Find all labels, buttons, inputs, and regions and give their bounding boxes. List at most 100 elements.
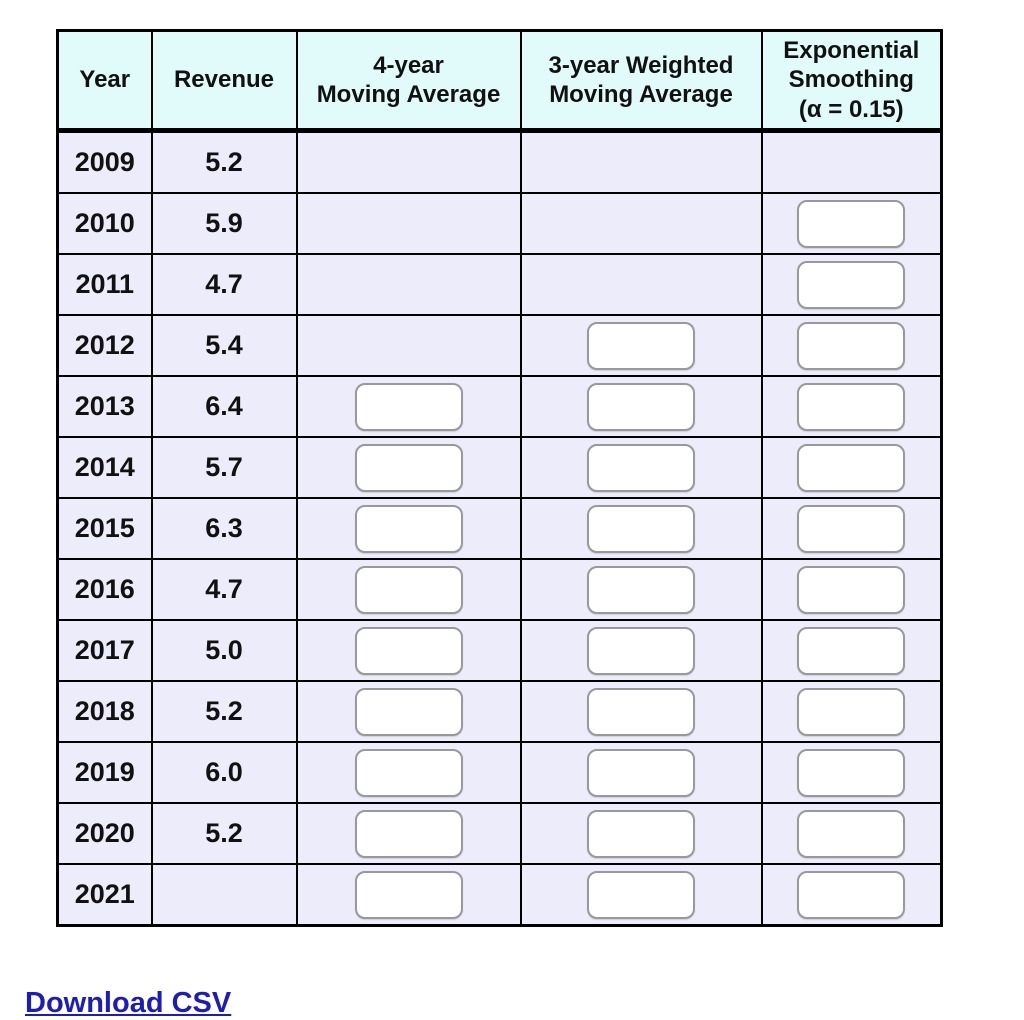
table-row: 2016 4.7: [56, 558, 943, 621]
wma3-cell: [519, 314, 763, 377]
exp-cell: [760, 802, 943, 865]
year-cell: 2017: [56, 619, 153, 682]
table-row: 2014 5.7: [56, 436, 943, 499]
exp-input-2020[interactable]: [797, 809, 906, 858]
ma4-cell: [295, 741, 522, 804]
ma4-cell: [295, 863, 522, 927]
year-cell: 2020: [56, 802, 153, 865]
ma4-cell: [295, 129, 522, 194]
col-header-3yr-weighted-moving-average: 3-year Weighted Moving Average: [519, 29, 763, 133]
wma3-cell: [519, 497, 763, 560]
table-row: 2011 4.7: [56, 253, 943, 316]
ma4-cell: [295, 314, 522, 377]
year-cell: 2016: [56, 558, 153, 621]
wma3-cell: [519, 558, 763, 621]
year-cell: 2015: [56, 497, 153, 560]
wma3-cell: [519, 253, 763, 316]
col-header-year: Year: [56, 29, 153, 133]
exp-input-2017[interactable]: [797, 626, 906, 675]
exp-input-2019[interactable]: [797, 748, 906, 797]
wma3-cell: [519, 192, 763, 255]
table-row: 2010 5.9: [56, 192, 943, 255]
exp-input-2011[interactable]: [797, 260, 906, 309]
table-row: 2020 5.2: [56, 802, 943, 865]
exp-cell: [760, 863, 943, 927]
year-cell: 2009: [56, 129, 153, 194]
ma4-input-2021[interactable]: [354, 870, 463, 919]
exp-cell: [760, 558, 943, 621]
wma3-cell: [519, 129, 763, 194]
wma3-cell: [519, 802, 763, 865]
wma3-cell: [519, 741, 763, 804]
exp-input-2010[interactable]: [797, 199, 906, 248]
wma3-input-2016[interactable]: [587, 565, 695, 614]
ma4-cell: [295, 558, 522, 621]
ma4-input-2016[interactable]: [354, 565, 463, 614]
ma4-input-2013[interactable]: [354, 382, 463, 431]
table-row: 2012 5.4: [56, 314, 943, 377]
wma3-cell: [519, 436, 763, 499]
revenue-cell: 5.4: [150, 314, 298, 377]
ma4-cell: [295, 680, 522, 743]
revenue-cell: 6.3: [150, 497, 298, 560]
ma4-cell: [295, 497, 522, 560]
ma4-input-2014[interactable]: [354, 443, 463, 492]
exp-input-2021[interactable]: [797, 870, 906, 919]
exp-cell: [760, 375, 943, 438]
exp-input-2012[interactable]: [797, 321, 906, 370]
exp-cell: [760, 619, 943, 682]
exp-input-2013[interactable]: [797, 382, 906, 431]
exp-cell: [760, 314, 943, 377]
download-csv-link[interactable]: Download CSV: [25, 987, 232, 1019]
ma4-input-2018[interactable]: [354, 687, 463, 736]
revenue-cell: 6.0: [150, 741, 298, 804]
ma4-cell: [295, 436, 522, 499]
wma3-cell: [519, 680, 763, 743]
header-row: Year Revenue 4-year Moving Average 3-yea…: [56, 29, 943, 133]
table-row: 2015 6.3: [56, 497, 943, 560]
exp-cell: [760, 253, 943, 316]
forecast-table-container: Year Revenue 4-year Moving Average 3-yea…: [56, 29, 943, 927]
ma4-cell: [295, 253, 522, 316]
table-row: 2021: [56, 863, 943, 927]
ma4-cell: [295, 192, 522, 255]
year-cell: 2013: [56, 375, 153, 438]
revenue-cell: 5.0: [150, 619, 298, 682]
exp-cell: [760, 129, 943, 194]
wma3-input-2020[interactable]: [587, 809, 695, 858]
year-cell: 2011: [56, 253, 153, 316]
year-cell: 2019: [56, 741, 153, 804]
revenue-cell: 4.7: [150, 253, 298, 316]
wma3-input-2015[interactable]: [587, 504, 695, 553]
revenue-cell: 5.2: [150, 129, 298, 194]
year-cell: 2014: [56, 436, 153, 499]
exp-input-2014[interactable]: [797, 443, 906, 492]
wma3-cell: [519, 375, 763, 438]
exp-input-2018[interactable]: [797, 687, 906, 736]
wma3-input-2018[interactable]: [587, 687, 695, 736]
wma3-input-2014[interactable]: [587, 443, 695, 492]
revenue-cell: 5.2: [150, 680, 298, 743]
revenue-cell: 5.7: [150, 436, 298, 499]
ma4-input-2020[interactable]: [354, 809, 463, 858]
wma3-input-2021[interactable]: [587, 870, 695, 919]
wma3-cell: [519, 863, 763, 927]
ma4-input-2019[interactable]: [354, 748, 463, 797]
exp-cell: [760, 680, 943, 743]
col-header-revenue: Revenue: [150, 29, 298, 133]
wma3-input-2017[interactable]: [587, 626, 695, 675]
revenue-cell: [150, 863, 298, 927]
forecast-table: Year Revenue 4-year Moving Average 3-yea…: [56, 29, 943, 927]
revenue-cell: 5.2: [150, 802, 298, 865]
ma4-cell: [295, 375, 522, 438]
exp-input-2015[interactable]: [797, 504, 906, 553]
ma4-input-2017[interactable]: [354, 626, 463, 675]
wma3-input-2012[interactable]: [587, 321, 695, 370]
table-row: 2017 5.0: [56, 619, 943, 682]
exp-input-2016[interactable]: [797, 565, 906, 614]
wma3-input-2019[interactable]: [587, 748, 695, 797]
revenue-cell: 5.9: [150, 192, 298, 255]
ma4-cell: [295, 802, 522, 865]
wma3-input-2013[interactable]: [587, 382, 695, 431]
ma4-input-2015[interactable]: [354, 504, 463, 553]
